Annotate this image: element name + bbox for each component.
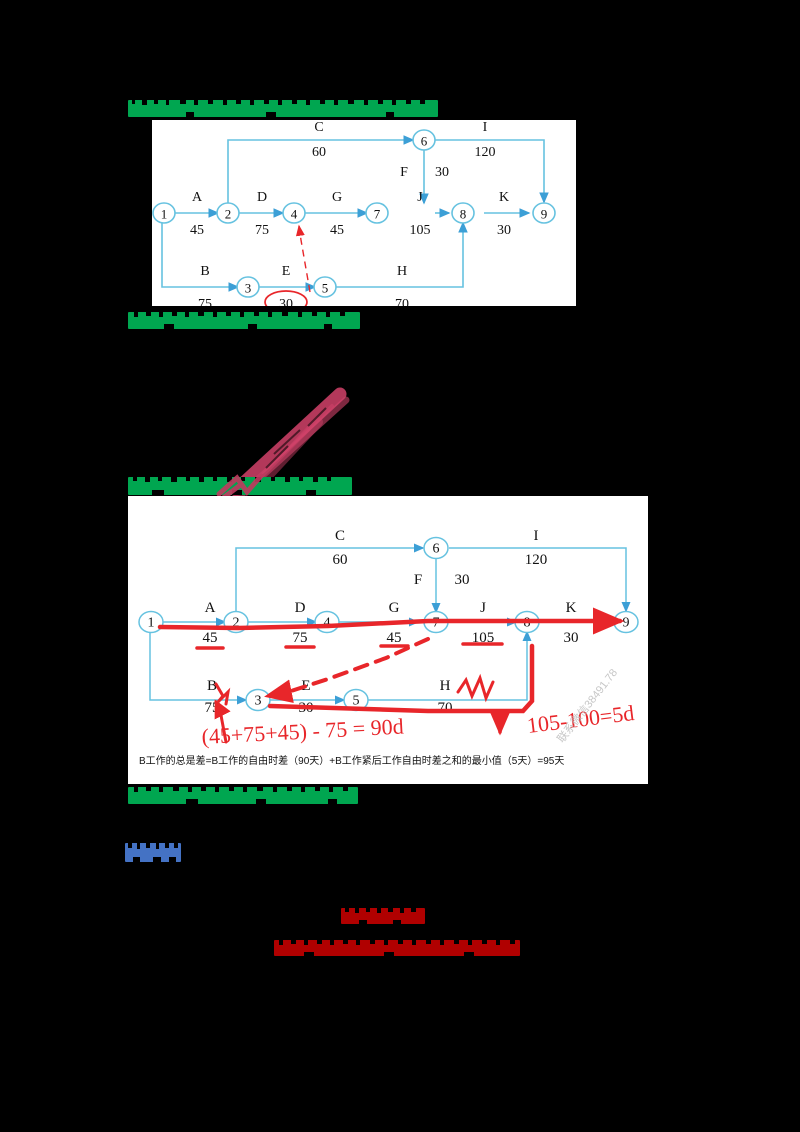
activity-D-duration: 75 [255,223,269,238]
activity-K-duration: 30 [564,630,579,646]
node-9-label: 9 [541,207,548,222]
activity-C-duration: 60 [333,552,348,568]
activity-H-label: H [440,678,451,694]
node-3 [236,276,260,298]
activity-C-duration: 60 [312,145,326,160]
activity-F-label: F [400,165,408,180]
dashed-dependency-arrow [295,224,311,293]
activity-I-label: I [483,120,488,135]
circled-duration-highlight [264,290,308,306]
activity-K-label: K [566,600,577,616]
activity-B-label: B [200,264,209,279]
network-diagram-bottom: 1 2 3 4 5 6 7 8 9 A 45 B 75 C 60 D 75 E [128,496,648,784]
node-8 [451,202,475,224]
activity-D-label: D [295,600,306,616]
heading-2-redacted-bar [128,312,360,329]
activity-H-duration: 70 [438,700,453,716]
network-diagram-bottom-svg: 1 2 3 4 5 6 7 8 9 A 45 B 75 C 60 D 75 E [138,528,639,767]
node-1 [138,610,164,634]
activity-G-label: G [389,600,400,616]
heading-5-redacted-bar [125,843,181,862]
activity-A-duration: 45 [203,630,218,646]
node-4-label: 4 [324,616,331,631]
activity-E-duration: 30 [279,297,293,306]
node-2-label: 2 [225,207,232,222]
node-5-label: 5 [353,694,360,709]
activity-B-label: B [207,678,217,694]
activity-G-duration: 45 [387,630,402,646]
diagram-caption: B工作的总是差=B工作的自由时差（90天）+B工作紧后工作自由时差之和的最小值（… [139,754,564,767]
node-1-label: 1 [148,616,155,631]
activity-E-label: E [282,264,291,279]
node-7 [365,202,389,224]
node-4-label: 4 [291,207,298,222]
activity-G-duration: 45 [330,223,344,238]
node-9 [532,202,556,224]
activity-H-duration: 70 [395,297,409,306]
activity-G-label: G [332,190,342,205]
activity-F-duration: 30 [435,165,449,180]
activity-F-label: F [414,572,422,588]
activity-A-label: A [192,190,203,205]
secondary-path-highlight [267,643,535,714]
activity-K-duration: 30 [497,223,511,238]
node-5 [313,276,337,298]
node-6 [412,129,436,151]
activity-D-duration: 75 [293,630,308,646]
critical-path-highlight [157,607,625,635]
activity-A-duration: 45 [190,223,204,238]
node-6-label: 6 [433,542,440,557]
network-diagram-top-svg: 1 2 3 4 5 6 7 8 9 A 45 B 75 C 60 D 75 [152,120,556,306]
node-2-label: 2 [233,616,240,631]
activity-F-duration: 30 [455,572,470,588]
activity-C-label: C [314,120,323,135]
activity-I-duration: 120 [525,552,548,568]
activity-I-duration: 120 [475,145,496,160]
node-9-label: 9 [623,616,630,631]
node-7-label: 7 [374,207,381,222]
activity-H-label: H [397,264,407,279]
node-3-label: 3 [255,694,262,709]
dashed-back-arrow [264,637,430,704]
node-1-label: 1 [161,207,168,222]
duration-underlines [195,642,504,650]
footer-2-redacted-bar [274,940,520,956]
network-diagram-top: 1 2 3 4 5 6 7 8 9 A 45 B 75 C 60 D 75 [152,120,576,306]
zigzag-mark-H [456,673,495,703]
heading-1-redacted-bar [128,100,438,117]
activity-I-label: I [534,528,539,544]
footer-1-redacted-bar [341,908,425,924]
node-3-label: 3 [245,281,252,296]
activity-J-label: J [417,190,423,205]
handwritten-calc-left: (45+75+45) - 75 = 90d [201,713,404,749]
node-6-label: 6 [421,134,428,149]
activity-J-duration: 105 [410,223,431,238]
up-arrow-B [214,699,231,744]
node-1 [152,202,176,224]
activity-K-label: K [499,190,509,205]
activity-J-label: J [480,600,486,616]
heading-4-redacted-bar [128,787,358,804]
node-4 [282,202,306,224]
zigzag-mark-B [214,682,231,706]
activity-J-duration: 105 [472,630,495,646]
node-8-label: 8 [460,207,467,222]
node-5-label: 5 [322,281,329,296]
activity-C-label: C [335,528,345,544]
activity-D-label: D [257,190,267,205]
node-2 [216,202,240,224]
node-6 [423,536,449,560]
activity-A-label: A [205,600,216,616]
activity-B-duration: 75 [198,297,212,306]
